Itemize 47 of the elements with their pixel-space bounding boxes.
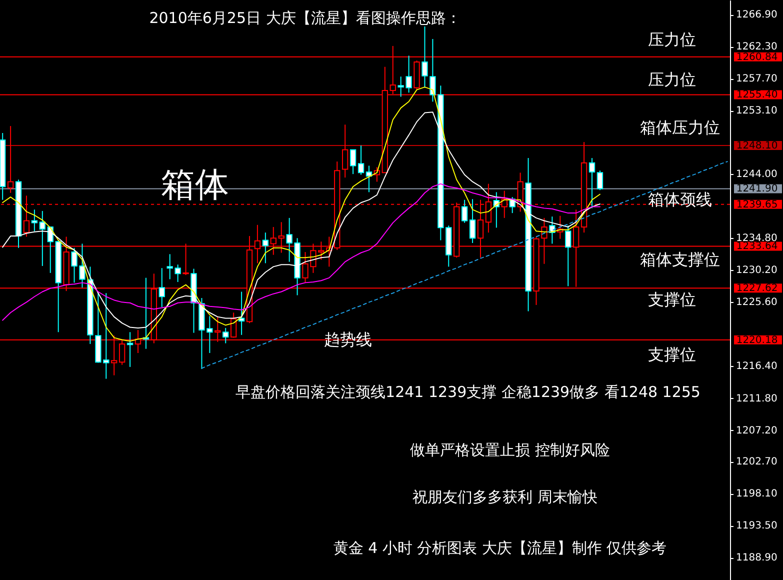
candlestick — [262, 232, 269, 264]
annotation: 支撑位 — [648, 345, 696, 364]
candlestick — [39, 210, 46, 266]
y-tick-label: 1230.20 — [736, 265, 778, 276]
ref-line-label: 1239.65 — [736, 199, 778, 210]
ref-line-label: 1255.40 — [736, 90, 778, 101]
y-tick-label: 1198.10 — [736, 488, 778, 500]
candlestick — [350, 149, 356, 175]
annotation: 压力位 — [648, 30, 696, 49]
candlestick — [461, 199, 468, 224]
candlestick — [358, 145, 364, 176]
y-tick-label: 1225.60 — [736, 297, 778, 308]
ref-line-label: 1248.10 — [736, 140, 778, 152]
annotation: 祝朋友们多多获利 周末愉快 — [412, 488, 598, 506]
candlestick — [342, 124, 348, 178]
annotation: 做单严格设置止损 控制好风险 — [410, 441, 610, 459]
y-tick-label: 1216.40 — [736, 361, 778, 372]
y-tick-label: 1188.90 — [736, 552, 778, 564]
candlestick — [222, 327, 229, 344]
ref-line-label: 1260.84 — [736, 52, 778, 63]
annotation: 支撑位 — [648, 290, 696, 309]
y-tick-label: 1193.50 — [736, 520, 778, 532]
y-tick-label: 1262.30 — [736, 42, 778, 53]
y-tick-label: 1207.20 — [736, 425, 778, 436]
annotation: 早盘价格回落关注颈线1241 1239支撑 企稳1239做多 看1248 1255 — [236, 383, 700, 401]
annotation: 箱体支撑位 — [640, 250, 720, 269]
ref-line-label: 1227.62 — [736, 283, 778, 294]
annotation: 压力位 — [648, 70, 696, 89]
y-tick-label: 1244.00 — [736, 169, 778, 180]
y-tick-label: 1257.70 — [736, 74, 778, 85]
candlestick — [469, 198, 476, 244]
y-tick-label: 1266.90 — [736, 10, 778, 21]
candlestick — [588, 158, 596, 209]
ref-line-label: 1220.18 — [736, 334, 778, 346]
annotation: 箱体压力位 — [640, 118, 720, 137]
candlestick — [596, 170, 604, 191]
y-tick-label: 1211.80 — [736, 393, 778, 404]
candlestick — [158, 268, 165, 308]
text: 2010年6月25日 大庆【流星】看图操作思路： — [149, 9, 461, 27]
y-tick-label: 1253.10 — [736, 106, 778, 117]
y-tick-label: 1202.70 — [736, 456, 778, 468]
annotation: 黄金 4 小时 分析图表 大庆【流星】制作 仅供参考 — [333, 539, 667, 557]
candlestick — [31, 209, 38, 232]
candlestick — [7, 126, 14, 194]
annotation: 箱体颈线 — [648, 190, 712, 209]
candlestick — [565, 225, 572, 287]
ref-line-label: 1241.90 — [736, 184, 778, 195]
